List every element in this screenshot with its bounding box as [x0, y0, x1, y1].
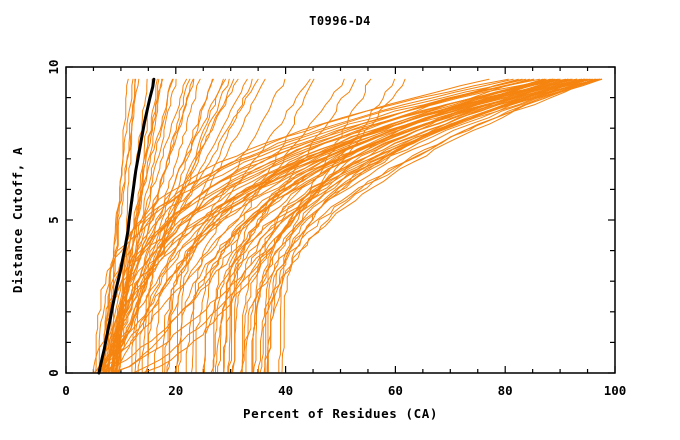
- ensemble-curve: [119, 78, 554, 374]
- ensemble-curve: [212, 78, 560, 374]
- ensemble-curve: [239, 78, 601, 374]
- ensemble-curve: [110, 78, 224, 374]
- x-tick-label: 100: [604, 383, 627, 398]
- ensemble-curve: [153, 78, 561, 374]
- x-tick-label: 60: [388, 383, 403, 398]
- ensemble-curve: [259, 78, 599, 374]
- ensemble-curve: [232, 78, 592, 374]
- ensemble-curve: [258, 78, 603, 374]
- ensemble-curve: [252, 78, 556, 374]
- y-axis-label: Distance Cutoff, A: [10, 147, 25, 293]
- y-tick-label: 0: [46, 369, 61, 377]
- x-tick-label: 20: [168, 383, 183, 398]
- ensemble-curve: [99, 78, 226, 374]
- ensemble-curve: [102, 78, 134, 374]
- ensemble-curve: [145, 78, 567, 374]
- ensemble-curve: [109, 78, 406, 374]
- ensemble-curve: [228, 78, 594, 374]
- plot-border-overlay: [65, 66, 616, 374]
- ensemble-curve: [110, 78, 527, 374]
- ensemble-curve: [223, 78, 596, 374]
- ensemble-curves: [92, 78, 603, 374]
- x-tick-label: 40: [278, 383, 293, 398]
- ensemble-curve: [114, 78, 545, 374]
- ensemble-curve: [210, 78, 591, 374]
- ensemble-curve: [115, 78, 230, 374]
- ensemble-curve: [245, 78, 598, 374]
- ensemble-curve: [110, 78, 248, 374]
- ensemble-curve: [131, 78, 554, 374]
- ensemble-curve: [253, 78, 551, 374]
- ensemble-curve: [103, 78, 523, 374]
- ensemble-curve: [241, 78, 596, 374]
- y-tick-label: 10: [46, 59, 61, 74]
- y-tick-label: 5: [46, 216, 61, 224]
- ensemble-curve: [251, 78, 583, 374]
- x-tick-label: 0: [62, 383, 70, 398]
- page-title: T0996-D4: [309, 14, 371, 28]
- tick-labels: 0 20 40 60 80 100 0 5 10: [46, 59, 626, 398]
- highlighted-model-curve: [97, 77, 156, 375]
- ensemble-curve: [132, 78, 396, 374]
- ensemble-curve: [107, 78, 129, 374]
- ensemble-curve: [232, 78, 569, 374]
- ensemble-curve: [134, 78, 552, 374]
- ensemble-curve: [174, 78, 578, 374]
- x-axis-label: Percent of Residues (CA): [243, 406, 438, 421]
- ensemble-curve: [113, 78, 253, 374]
- ensemble-curve: [190, 78, 585, 374]
- ensemble-curve: [94, 78, 514, 374]
- ensemble-curve: [267, 78, 560, 374]
- ensemble-curve: [92, 78, 140, 374]
- ensemble-curve: [107, 78, 214, 374]
- ensemble-curve: [117, 78, 540, 374]
- ensemble-curve: [93, 78, 266, 374]
- x-tick-label: 80: [498, 383, 513, 398]
- ensemble-curve: [204, 78, 583, 374]
